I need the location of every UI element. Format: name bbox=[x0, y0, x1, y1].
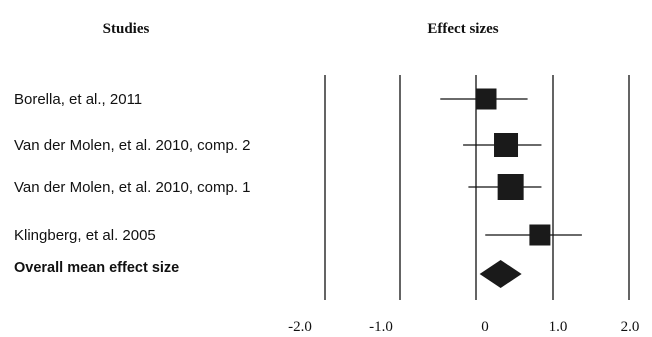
effect-size-box bbox=[475, 88, 497, 110]
effect-size-box bbox=[494, 133, 519, 157]
effect-sizes-header: Effect sizes bbox=[427, 21, 498, 37]
x-tick-label: -2.0 bbox=[288, 319, 312, 335]
study-label: Van der Molen, et al. 2010, comp. 1 bbox=[14, 179, 251, 196]
effect-markers bbox=[440, 88, 582, 288]
effect-size-box bbox=[529, 224, 551, 246]
x-tick-label: 2.0 bbox=[621, 319, 640, 335]
x-axis-tick-labels: -2.0 -1.0 0 1.0 2.0 bbox=[288, 319, 639, 335]
overall-effect-diamond bbox=[479, 260, 522, 288]
study-label: Borella, et al., 2011 bbox=[14, 91, 142, 108]
x-tick-label: 1.0 bbox=[549, 319, 568, 335]
effect-size-box bbox=[497, 174, 524, 200]
overall-label: Overall mean effect size bbox=[14, 260, 179, 276]
study-labels: Borella, et al., 2011 Van der Molen, et a… bbox=[14, 91, 251, 276]
x-tick-label: 0 bbox=[481, 319, 489, 335]
x-tick-label: -1.0 bbox=[369, 319, 393, 335]
studies-header: Studies bbox=[103, 21, 150, 37]
study-label: Van der Molen, et al. 2010, comp. 2 bbox=[14, 137, 251, 154]
study-label: Klingberg, et al. 2005 bbox=[14, 227, 156, 244]
